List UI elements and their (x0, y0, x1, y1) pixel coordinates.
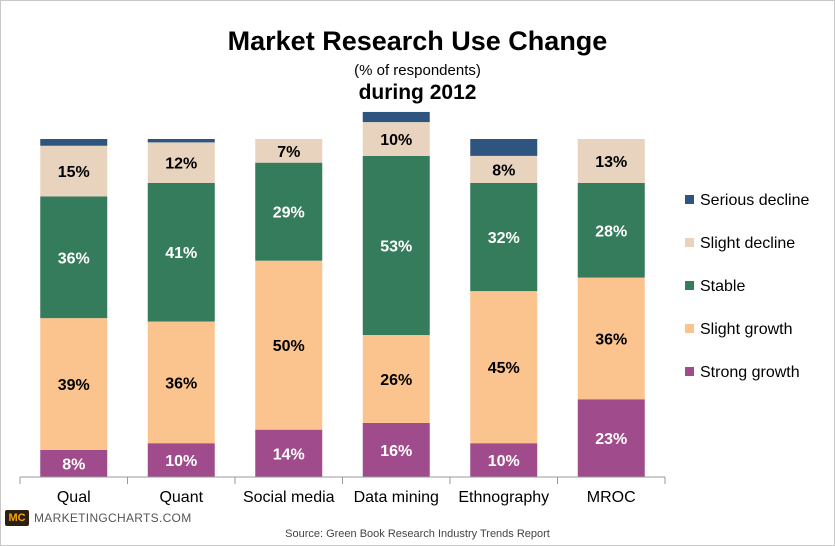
data-label: 36% (58, 250, 90, 267)
marketingcharts-logo: MC (5, 510, 29, 526)
data-label: 36% (595, 331, 627, 348)
bar-segment-stable (147, 182, 215, 322)
bar-segment-strong-growth (362, 422, 430, 477)
bar-segment-serious-decline (470, 139, 538, 156)
bar-segment-stable (40, 196, 108, 319)
bar-segment-slight-decline (255, 139, 323, 163)
data-label: 14% (273, 446, 305, 463)
data-label: 36% (165, 375, 197, 392)
chart-subtitle-period: during 2012 (358, 81, 477, 104)
data-label: 41% (165, 245, 197, 262)
bar-segment-serious-decline (362, 111, 430, 123)
bar-segment-slight-growth (577, 277, 645, 400)
bar-segment-strong-growth (40, 449, 108, 477)
data-label: 50% (273, 338, 305, 355)
bar-segment-slight-growth (362, 335, 430, 423)
chart-title: Market Research Use Change (227, 26, 608, 56)
bar-segment-slight-decline (147, 142, 215, 183)
legend-swatch (685, 238, 694, 247)
x-tick-label: Quant (159, 489, 203, 506)
x-tick-label: Data mining (354, 489, 439, 506)
data-label: 10% (380, 132, 412, 149)
x-tick-label: Social media (243, 489, 335, 506)
data-label: 10% (165, 453, 197, 470)
bar-segment-slight-growth (255, 260, 323, 430)
legend-swatch (685, 367, 694, 376)
data-label: 13% (595, 154, 627, 171)
data-label: 8% (492, 162, 515, 179)
x-tick-label: Ethnography (458, 489, 549, 506)
bar-segment-serious-decline (40, 139, 108, 146)
legend-label: Slight decline (700, 235, 795, 252)
source-note: Source: Green Book Research Industry Tre… (285, 528, 550, 540)
bar-segment-stable (362, 155, 430, 336)
data-label: 15% (58, 164, 90, 181)
bar-segment-slight-growth (470, 291, 538, 444)
legend-label: Strong growth (700, 364, 800, 381)
data-label: 32% (488, 230, 520, 247)
legend-label: Stable (700, 278, 745, 295)
legend-label: Serious decline (700, 192, 810, 209)
data-label: 8% (62, 456, 85, 473)
bar-segment-strong-growth (470, 443, 538, 477)
data-label: 16% (380, 443, 412, 460)
bar-segment-stable (255, 162, 323, 261)
bar-segment-slight-growth (40, 318, 108, 450)
bar-segment-slight-decline (40, 145, 108, 197)
bar-segment-stable (577, 182, 645, 278)
data-label: 10% (488, 453, 520, 470)
data-label: 23% (595, 431, 627, 448)
data-label: 45% (488, 360, 520, 377)
x-tick-label: MROC (587, 489, 636, 506)
bar-segment-slight-decline (362, 122, 430, 156)
legend-swatch (685, 324, 694, 333)
data-label: 7% (277, 144, 300, 161)
brand-name: MARKETINGCHARTS.COM (34, 511, 192, 525)
chart-subtitle: (% of respondents) (354, 62, 481, 79)
x-tick-label: Qual (57, 489, 91, 506)
bar-segment-slight-decline (577, 139, 645, 183)
data-label: 39% (58, 377, 90, 394)
bar-segment-strong-growth (147, 443, 215, 477)
bar-segment-stable (470, 182, 538, 292)
legend-swatch (685, 281, 694, 290)
data-label: 12% (165, 156, 197, 173)
data-label: 26% (380, 372, 412, 389)
data-label: 29% (273, 205, 305, 222)
bar-segment-slight-decline (470, 155, 538, 183)
bar-segment-strong-growth (255, 429, 323, 477)
data-label: 28% (595, 223, 627, 240)
legend-label: Slight growth (700, 321, 793, 338)
data-label: 53% (380, 238, 412, 255)
bar-segment-serious-decline (147, 139, 215, 143)
bar-segment-strong-growth (577, 399, 645, 477)
bar-segment-slight-growth (147, 321, 215, 444)
legend-swatch (685, 195, 694, 204)
